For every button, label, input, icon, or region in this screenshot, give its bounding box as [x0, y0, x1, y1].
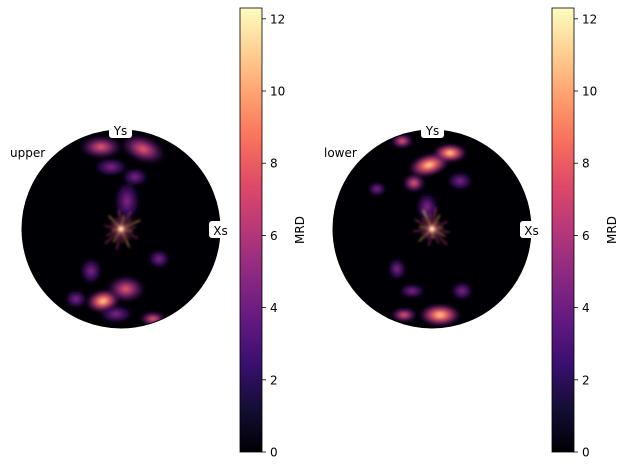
- center-ray: [108, 215, 122, 230]
- colorbar-tick-label: 2: [270, 373, 278, 387]
- density-spot: [106, 275, 146, 303]
- center-ray: [120, 211, 132, 230]
- density-spot: [79, 257, 103, 285]
- density-spot: [147, 249, 171, 269]
- center-ray: [120, 228, 130, 248]
- center-ray: [116, 228, 122, 250]
- colorbar-tick-label: 6: [582, 229, 590, 243]
- center-ray: [118, 210, 122, 230]
- colorbar-tick-label: 6: [270, 229, 278, 243]
- colorbar-tick-label: 0: [582, 446, 590, 460]
- center-ray: [431, 228, 440, 244]
- density-spot: [93, 157, 129, 177]
- density-spot: [387, 257, 407, 281]
- density-spot: [390, 133, 414, 149]
- density-spot: [390, 307, 418, 323]
- svg-text:Ys: Ys: [113, 124, 128, 138]
- center-peak: [118, 226, 124, 232]
- center-ray: [431, 228, 446, 237]
- center-ray: [413, 228, 433, 232]
- svg-text:Xs: Xs: [213, 224, 227, 238]
- svg-text:Ys: Ys: [425, 124, 440, 138]
- colorbar-tick-label: 10: [270, 85, 285, 99]
- colorbar-tick-label: 0: [270, 446, 278, 460]
- center-ray: [431, 207, 437, 230]
- panel-label: lower: [324, 146, 357, 160]
- ys-axis-label: Ys: [421, 121, 444, 138]
- colorbar-tick-label: 8: [270, 157, 278, 171]
- xs-axis-label: Xs: [520, 221, 543, 238]
- center-ray: [120, 228, 138, 239]
- center-ray: [431, 214, 441, 230]
- center-ray: [431, 228, 448, 246]
- density-spot: [415, 191, 439, 223]
- colorbar-gradient: [239, 7, 263, 453]
- svg-text:Xs: Xs: [524, 224, 538, 238]
- colorbar-tick-label: 10: [582, 85, 597, 99]
- center-ray: [428, 228, 433, 246]
- density-spot: [79, 135, 123, 159]
- pole-figure-lower: Ys Xs lower: [324, 121, 543, 329]
- colorbar-tick-label: 4: [582, 301, 590, 315]
- density-spot: [121, 167, 149, 187]
- density-spot: [119, 133, 167, 165]
- center-ray: [106, 228, 122, 237]
- density-spot: [64, 289, 88, 309]
- density-spot: [398, 283, 426, 299]
- ys-axis-label: Ys: [109, 121, 132, 138]
- center-ray: [431, 228, 450, 233]
- density-spot: [450, 281, 474, 301]
- pole-figure-upper: Ys Xs upper: [10, 121, 232, 329]
- center-ray: [422, 209, 433, 230]
- colorbar-lower: 0 2 4 6 8 10 12 MRD: [551, 7, 619, 460]
- density-spot: [113, 179, 141, 223]
- panel-label: upper: [10, 146, 45, 160]
- center-ray: [120, 219, 141, 230]
- density-spot: [446, 171, 474, 191]
- center-ray: [104, 225, 122, 230]
- colorbar-label: MRD: [605, 216, 619, 244]
- center-ray: [414, 218, 433, 230]
- center-ray: [104, 228, 122, 245]
- center-ray: [429, 214, 433, 230]
- center-peak: [429, 226, 435, 232]
- density-spot: [402, 173, 426, 193]
- colorbar-tick-label: 2: [582, 373, 590, 387]
- colorbar-upper: 0 2 4 6 8 10 12 MRD: [239, 7, 307, 460]
- colorbar-tick-label: 12: [270, 12, 285, 26]
- density-spot: [367, 181, 387, 197]
- density-spot: [98, 304, 134, 324]
- density-spot: [418, 303, 462, 327]
- colorbar-tick-label: 12: [582, 12, 597, 26]
- colorbar-tick-label: 4: [270, 301, 278, 315]
- colorbar-gradient: [551, 7, 575, 453]
- colorbar-label: MRD: [293, 216, 307, 244]
- colorbar-tick-label: 8: [582, 157, 590, 171]
- xs-axis-label: Xs: [209, 221, 232, 238]
- center-ray: [431, 221, 448, 230]
- density-spot: [432, 143, 468, 163]
- center-ray: [418, 228, 433, 242]
